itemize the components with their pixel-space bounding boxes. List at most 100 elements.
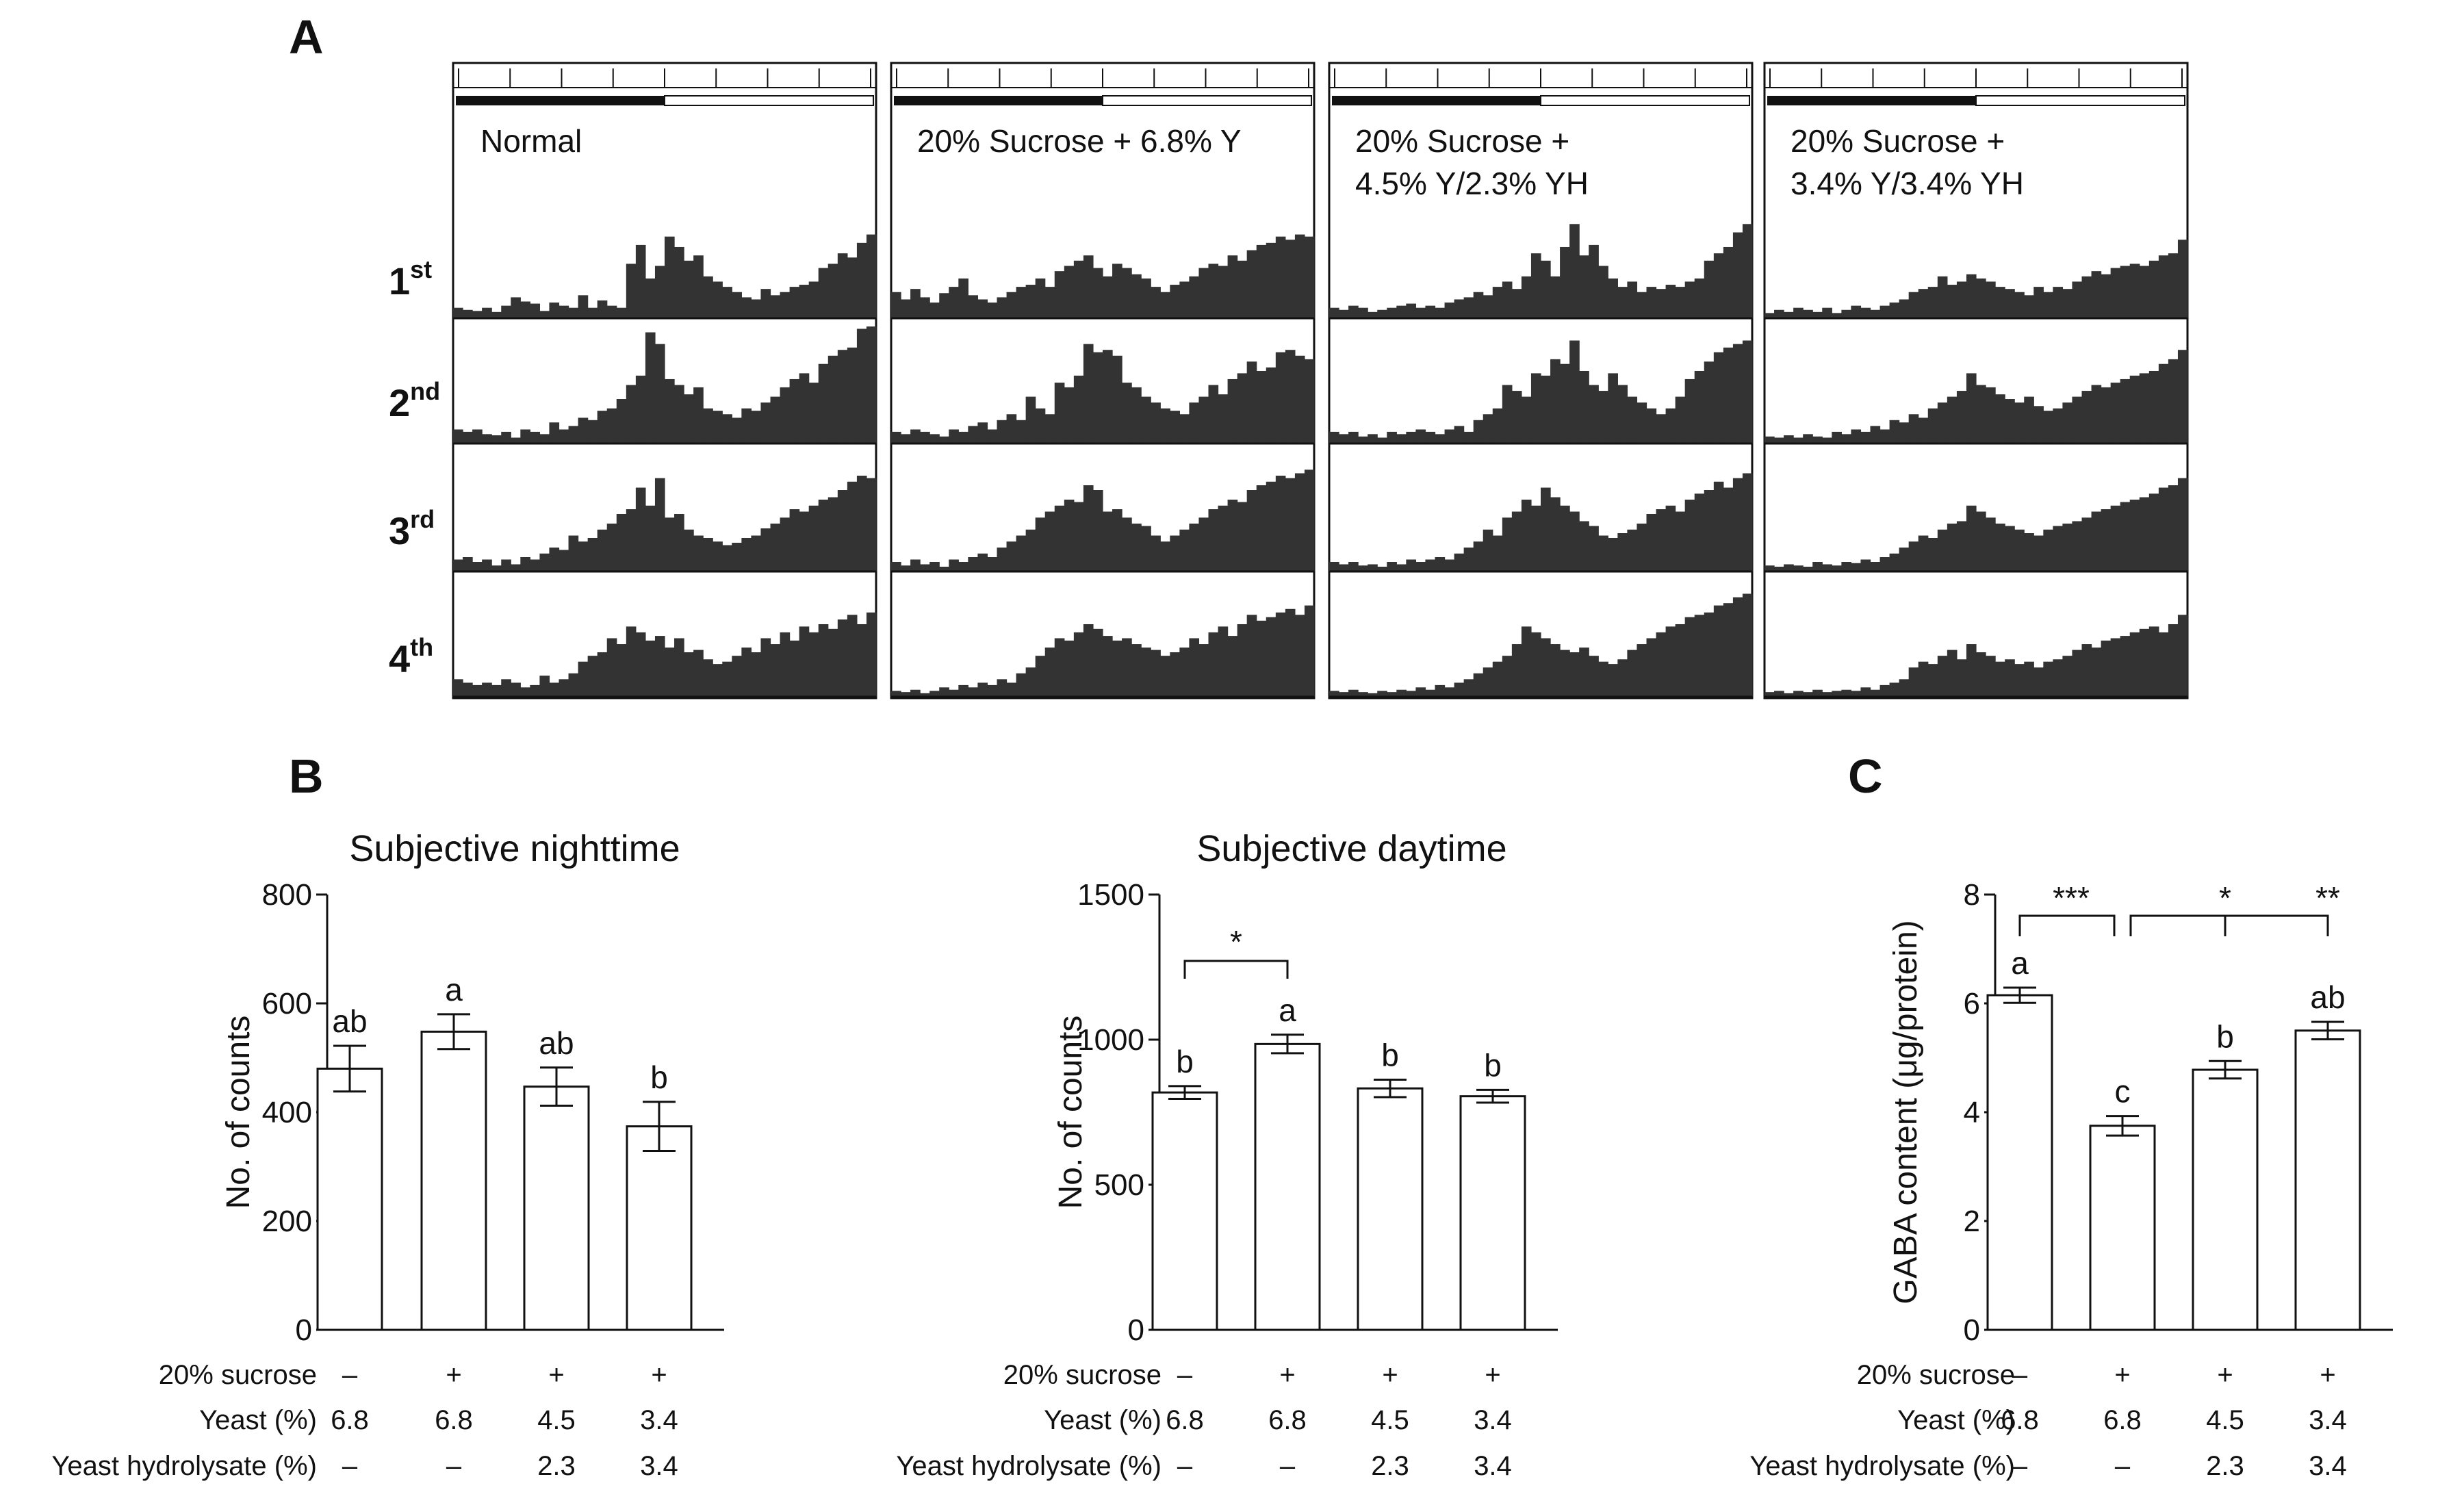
- activity-bar: [1511, 289, 1522, 318]
- activity-bar: [645, 505, 656, 571]
- activity-bar: [827, 355, 838, 444]
- activity-bar: [1358, 307, 1368, 318]
- activity-bar: [2033, 406, 2044, 444]
- condition-value: 3.4: [640, 1405, 678, 1435]
- activity-bar: [1918, 661, 1929, 697]
- activity-bar: [674, 246, 684, 318]
- activity-bar: [2014, 664, 2025, 697]
- y-tick-label: 600: [262, 987, 312, 1020]
- activity-bar: [587, 538, 598, 571]
- activity-bar: [511, 437, 521, 444]
- activity-bar: [1598, 535, 1608, 571]
- activity-bar: [1742, 340, 1753, 444]
- activity-bar: [1025, 396, 1036, 444]
- activity-bar: [1560, 650, 1570, 697]
- activity-bar: [1025, 285, 1036, 318]
- activity-bar: [939, 293, 949, 318]
- activity-bar: [1966, 373, 1977, 444]
- activity-bar: [1694, 370, 1705, 444]
- activity-bar: [491, 565, 502, 571]
- activity-bar: [501, 679, 511, 697]
- activity-bar: [1122, 383, 1132, 444]
- activity-bar: [606, 305, 617, 318]
- activity-bar: [511, 564, 521, 571]
- activity-bar: [1822, 307, 1832, 318]
- activity-bar: [1044, 647, 1055, 697]
- activity-bar: [1160, 541, 1170, 571]
- activity-bar: [453, 679, 463, 697]
- activity-bar: [827, 264, 838, 318]
- activity-bar: [1608, 373, 1618, 444]
- activity-bar: [463, 557, 473, 571]
- activity-bar: [2072, 650, 2083, 697]
- activity-bar: [2168, 485, 2179, 571]
- activity-bar: [1092, 268, 1103, 318]
- activity-bar: [818, 363, 829, 444]
- activity-bar: [1879, 684, 1890, 697]
- activity-bar: [1025, 529, 1036, 571]
- activity-bar: [1035, 656, 1046, 697]
- activity-bar: [1179, 647, 1190, 697]
- actogram-panel: Normal 20% Sucrose + 6.8% Y 20% Sucrose + 4…: [389, 62, 2189, 699]
- activity-bar: [1208, 632, 1219, 697]
- activity-bar: [1899, 548, 1910, 571]
- activity-bar: [1387, 562, 1397, 571]
- activity-bar: [1723, 487, 1734, 571]
- activity-bar: [578, 541, 589, 571]
- activity-bar: [1986, 281, 1996, 318]
- activity-bar: [2062, 656, 2073, 697]
- activity-bar: [1483, 295, 1493, 318]
- activity-bar: [1227, 636, 1238, 697]
- activity-bar: [501, 559, 511, 571]
- activity-bar: [1339, 564, 1349, 571]
- activity-bar: [1832, 565, 1842, 571]
- activity-bar: [520, 429, 530, 444]
- activity-bar: [1227, 255, 1238, 318]
- activity-bar: [1368, 693, 1378, 697]
- activity-bar: [1822, 437, 1832, 444]
- activity-bar: [626, 626, 637, 697]
- activity-bar: [1579, 255, 1589, 318]
- activity-bar: [1016, 673, 1027, 697]
- activity-bar: [1131, 524, 1142, 571]
- activity-bar: [616, 514, 627, 571]
- activity-bar: [1294, 473, 1305, 571]
- activity-bar: [1035, 278, 1046, 318]
- activity-bar: [530, 431, 541, 444]
- activity-bar: [920, 431, 930, 444]
- activity-bar: [1492, 408, 1503, 444]
- condition-value: +: [651, 1360, 667, 1390]
- activity-bar: [654, 636, 665, 697]
- activity-bar: [1947, 396, 1958, 444]
- activity-bar: [1947, 285, 1958, 318]
- activity-bar: [958, 562, 968, 571]
- bar: [523, 1086, 590, 1331]
- activity-bar: [1704, 612, 1715, 697]
- condition-value: +: [1279, 1360, 1295, 1390]
- activity-bar: [693, 535, 704, 571]
- activity-bar: [2110, 383, 2121, 444]
- activity-bar: [808, 281, 819, 318]
- condition-label: 20% Sucrose +: [1355, 123, 1569, 159]
- activity-bar: [1179, 414, 1190, 444]
- activity-bar: [1995, 394, 2005, 444]
- activity-bar: [530, 559, 541, 571]
- activity-bar: [929, 303, 940, 318]
- activity-bar: [1899, 299, 1910, 318]
- activity-bar: [1569, 511, 1580, 571]
- activity-bar: [997, 679, 1008, 697]
- activity-bar: [1986, 656, 1996, 697]
- actogram-4: 20% Sucrose + 3.4% Y/3.4% YH: [1763, 62, 2189, 699]
- significance-bracket: [2129, 914, 2329, 936]
- dark-phase-bar: [894, 96, 1103, 105]
- activity-bar: [501, 305, 511, 318]
- activity-bar: [2033, 287, 2044, 318]
- activity-bar: [2043, 661, 2053, 697]
- condition-row-label: Yeast hydrolysate (%): [1749, 1451, 2015, 1481]
- activity-bar: [1151, 650, 1161, 697]
- activity-bar: [929, 691, 940, 697]
- activity-bar: [616, 307, 627, 318]
- activity-bar: [453, 429, 463, 444]
- day-label-3: 3rd: [389, 505, 435, 552]
- condition-value: 2.3: [1371, 1451, 1409, 1481]
